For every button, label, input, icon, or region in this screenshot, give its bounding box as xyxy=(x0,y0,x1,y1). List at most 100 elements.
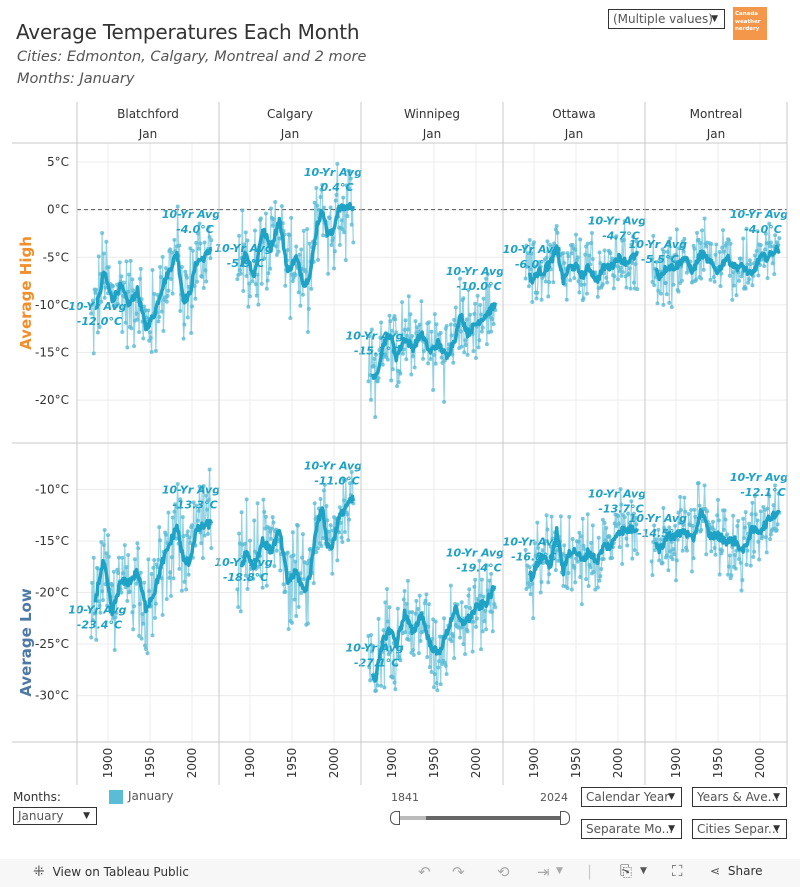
yearly-data-point xyxy=(158,265,163,270)
months-filter-dropdown[interactable]: January ▼ xyxy=(13,807,97,825)
undo-icon[interactable]: ↶ xyxy=(418,863,431,881)
yearly-data-point xyxy=(312,200,317,205)
yearly-data-point xyxy=(565,586,570,591)
yearly-data-point xyxy=(330,571,335,576)
yearly-data-point xyxy=(547,280,552,285)
y-tick-label: 0°C xyxy=(47,203,69,217)
yearly-data-point xyxy=(527,238,532,243)
yearly-data-point xyxy=(674,578,678,583)
yearly-data-point xyxy=(682,236,687,241)
yearly-data-point xyxy=(137,633,142,638)
yearly-data-point xyxy=(737,557,741,562)
yearly-data-point xyxy=(564,297,569,302)
yearly-data-point xyxy=(434,322,439,327)
yearly-data-point xyxy=(100,589,105,594)
last-avg-value: -4.7°C xyxy=(602,229,640,242)
yearly-data-point xyxy=(121,571,126,576)
yearly-data-point xyxy=(717,249,722,254)
calendar-year-dropdown[interactable]: Calendar Year ▼ xyxy=(581,787,682,807)
cities-separate-dropdown[interactable]: Cities Separ... ▼ xyxy=(692,819,787,839)
yearly-data-point xyxy=(90,298,95,303)
yearly-data-point xyxy=(374,352,379,357)
yearly-data-point xyxy=(444,324,449,329)
yearly-data-point xyxy=(417,593,422,598)
yearly-data-point xyxy=(699,527,704,532)
yearly-data-point xyxy=(169,555,174,560)
years-averages-dropdown[interactable]: Years & Ave... ▼ xyxy=(692,787,787,807)
yearly-data-point xyxy=(341,195,346,200)
fullscreen-icon[interactable]: ⛶ xyxy=(672,862,683,880)
yearly-data-point xyxy=(347,186,352,191)
yearly-data-point xyxy=(689,507,694,512)
yearly-data-point xyxy=(589,540,594,545)
yearly-data-point xyxy=(580,516,585,521)
yearly-data-point xyxy=(547,572,552,577)
separate-months-dropdown[interactable]: Separate Mo... ▼ xyxy=(581,819,682,839)
yearly-data-point xyxy=(316,546,321,551)
yearly-data-point xyxy=(731,513,736,518)
yearly-data-point xyxy=(526,251,531,256)
months-filter-value: January xyxy=(18,809,64,823)
yearly-data-point xyxy=(768,532,773,537)
yearly-data-point xyxy=(120,555,125,560)
yearly-data-point xyxy=(295,523,300,528)
yearly-data-point xyxy=(281,582,286,587)
download-icon[interactable]: ⎘ xyxy=(620,862,633,880)
y-tick-label: -20°C xyxy=(35,393,69,407)
yearly-data-point xyxy=(739,588,744,593)
yearly-data-point xyxy=(390,328,394,333)
yearly-data-point xyxy=(683,509,688,514)
yearly-data-point xyxy=(326,529,331,534)
logo[interactable]: Canada weather nerdery xyxy=(733,7,767,40)
view-on-tableau-button[interactable]: ⁜ View on Tableau Public xyxy=(33,864,189,880)
yearly-data-point xyxy=(438,682,443,687)
yearly-data-point xyxy=(286,627,291,632)
yearly-data-point xyxy=(337,505,342,510)
city-filter-dropdown[interactable]: (Multiple values) ▼ xyxy=(608,9,725,29)
yearly-data-point xyxy=(156,319,161,324)
x-tick-label: 2000 xyxy=(469,748,483,779)
yearly-data-point xyxy=(245,238,250,243)
revert-icon[interactable]: ⟲ xyxy=(497,863,510,881)
refresh-chevron-down-icon[interactable]: ▼ xyxy=(556,866,563,876)
yearly-data-point xyxy=(104,551,109,556)
yearly-data-point xyxy=(757,557,762,562)
yearly-data-point xyxy=(684,548,689,553)
yearly-data-point xyxy=(764,550,769,555)
yearly-data-point xyxy=(346,538,351,543)
yearly-data-point xyxy=(379,683,384,688)
yearly-data-point xyxy=(432,353,436,358)
yearly-data-point xyxy=(543,539,548,544)
yearly-data-point xyxy=(484,342,489,347)
yearly-data-point xyxy=(585,512,590,517)
share-button[interactable]: ⋖ Share xyxy=(710,864,763,878)
yearly-data-point xyxy=(551,280,556,285)
yearly-data-point xyxy=(194,240,199,245)
yearly-data-point xyxy=(332,266,336,271)
share-label: Share xyxy=(727,864,763,878)
redo-icon[interactable]: ↷ xyxy=(452,863,465,881)
slider-start-handle[interactable] xyxy=(390,811,400,825)
yearly-data-point xyxy=(676,289,681,294)
yearly-data-point xyxy=(137,601,142,606)
yearly-data-point xyxy=(305,329,310,334)
yearly-data-point xyxy=(598,261,603,266)
yearly-data-point xyxy=(239,510,244,515)
download-chevron-down-icon[interactable]: ▼ xyxy=(640,866,647,876)
yearly-data-point xyxy=(480,325,485,330)
yearly-data-point xyxy=(632,548,637,553)
year-range-slider[interactable] xyxy=(390,811,570,825)
yearly-data-point xyxy=(419,299,424,304)
first-avg-label: 10-Yr Avg xyxy=(346,329,404,342)
yearly-data-point xyxy=(633,515,638,520)
yearly-data-point xyxy=(332,249,337,254)
refresh-icon[interactable]: ⇥ xyxy=(537,863,550,881)
yearly-data-point xyxy=(292,597,297,602)
yearly-data-point xyxy=(161,328,166,333)
slider-end-handle[interactable] xyxy=(560,811,570,825)
yearly-data-point xyxy=(549,514,554,519)
yearly-data-point xyxy=(301,577,306,582)
yearly-data-point xyxy=(197,221,202,226)
yearly-data-point xyxy=(489,571,494,576)
yearly-data-point xyxy=(668,236,673,241)
